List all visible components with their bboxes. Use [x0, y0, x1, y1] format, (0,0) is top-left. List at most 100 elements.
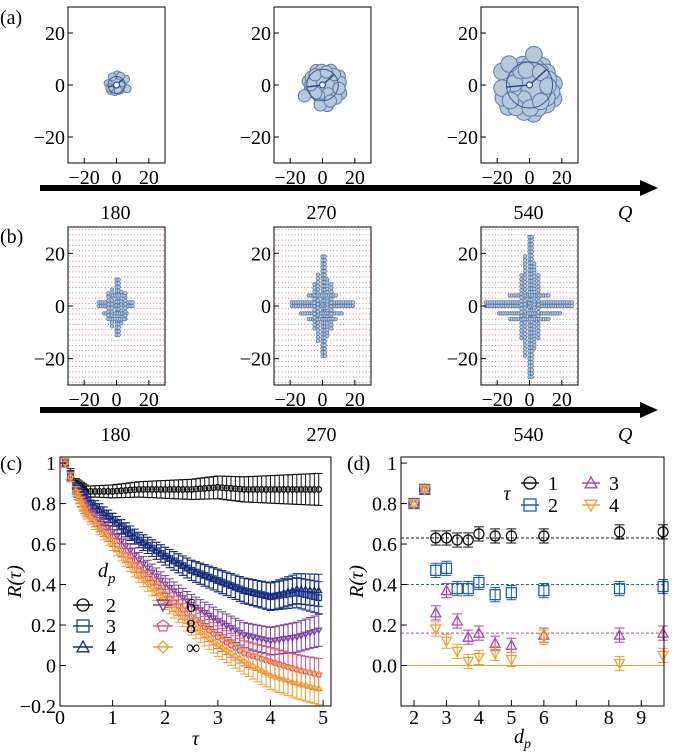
lattice-site: [566, 239, 568, 241]
lattice-site: [278, 250, 280, 252]
lattice-site: [359, 329, 361, 331]
data-point: [143, 541, 152, 549]
lattice-site: [101, 366, 103, 368]
lattice-site: [294, 308, 296, 310]
lattice-site: [94, 281, 96, 283]
lattice-site: [495, 329, 497, 331]
lattice-site: [368, 360, 370, 362]
lattice-site: [317, 266, 319, 267]
lattice-site: [278, 276, 280, 278]
lattice-site: [127, 281, 129, 283]
data-point: [187, 566, 196, 574]
lattice-site: [495, 366, 497, 368]
lattice-site: [130, 239, 132, 241]
lattice-site: [530, 229, 532, 231]
lattice-site: [498, 244, 500, 246]
lattice-site: [355, 371, 357, 373]
cluster-site: [522, 287, 528, 292]
lattice-site: [313, 334, 315, 336]
lattice-site: [300, 355, 302, 357]
lattice-site: [511, 329, 513, 331]
lattice-site: [124, 229, 126, 231]
lattice-site: [98, 255, 100, 257]
cluster-site: [322, 258, 327, 263]
lattice-site: [91, 360, 93, 362]
lattice-site: [365, 229, 367, 231]
cluster-site: [106, 309, 111, 314]
lattice-site: [540, 234, 542, 236]
cluster-site: [522, 268, 528, 274]
lattice-site: [346, 371, 348, 373]
lattice-site: [333, 276, 335, 278]
lattice-site: [310, 281, 312, 283]
lattice-cluster: [96, 277, 135, 338]
lattice-site: [504, 345, 506, 346]
lattice-site: [85, 250, 87, 252]
lattice-site: [284, 371, 286, 373]
lattice-site: [91, 266, 93, 267]
cluster-site: [536, 310, 541, 315]
lattice-site: [297, 250, 299, 252]
data-point: [275, 589, 284, 597]
lattice-site: [91, 234, 93, 236]
data-point: [253, 589, 262, 597]
lattice-site: [540, 229, 542, 231]
lattice-site: [530, 234, 532, 236]
data-point: [130, 552, 139, 560]
lattice-site: [511, 234, 513, 236]
lattice-site: [550, 381, 552, 383]
lattice-site: [575, 318, 577, 320]
lattice-site: [72, 371, 74, 373]
lattice-site: [313, 266, 315, 267]
lattice-site: [559, 350, 561, 352]
lattice-site: [156, 244, 158, 246]
lattice-site: [297, 376, 299, 378]
lattice-site: [300, 260, 302, 262]
lattice-site: [575, 366, 577, 368]
lattice-site: [275, 239, 277, 241]
lattice-site: [88, 308, 90, 310]
lattice-site: [320, 276, 322, 278]
lattice-site: [320, 234, 322, 236]
lattice-site: [278, 350, 280, 352]
lattice-site: [317, 366, 319, 368]
lattice-site: [339, 376, 341, 378]
lattice-site: [540, 308, 542, 310]
lattice-site: [162, 381, 164, 383]
lattice-site: [320, 371, 322, 373]
lattice-site: [291, 313, 293, 315]
lattice-site: [336, 339, 338, 341]
lattice-site: [575, 260, 577, 262]
cluster-site: [557, 311, 563, 316]
lattice-site: [540, 287, 542, 289]
lattice-site: [330, 360, 332, 362]
lattice-site: [130, 355, 132, 357]
lattice-site: [91, 350, 93, 352]
lattice-site: [330, 334, 332, 336]
lattice-site: [559, 297, 561, 299]
lattice-site: [284, 281, 286, 283]
cluster-site: [519, 302, 524, 307]
lattice-site: [275, 329, 277, 331]
lattice-site: [288, 355, 290, 357]
lattice-site: [511, 381, 513, 383]
data-point: [245, 485, 253, 493]
lattice-site: [82, 355, 84, 357]
lattice-cluster: [289, 254, 355, 359]
lattice-site: [365, 297, 367, 299]
lattice-site: [281, 313, 283, 315]
lattice-site: [127, 366, 129, 368]
lattice-site: [368, 250, 370, 252]
lattice-site: [359, 345, 361, 346]
lattice-site: [495, 334, 497, 336]
lattice-site: [504, 281, 506, 283]
lattice-site: [566, 371, 568, 373]
lattice-site: [130, 350, 132, 352]
lattice-site: [133, 376, 135, 378]
lattice-site: [124, 350, 126, 352]
lattice-site: [91, 239, 93, 241]
data-point: [165, 554, 174, 562]
lattice-site: [550, 360, 552, 362]
lattice-site: [343, 318, 345, 320]
lattice-site: [355, 255, 357, 257]
